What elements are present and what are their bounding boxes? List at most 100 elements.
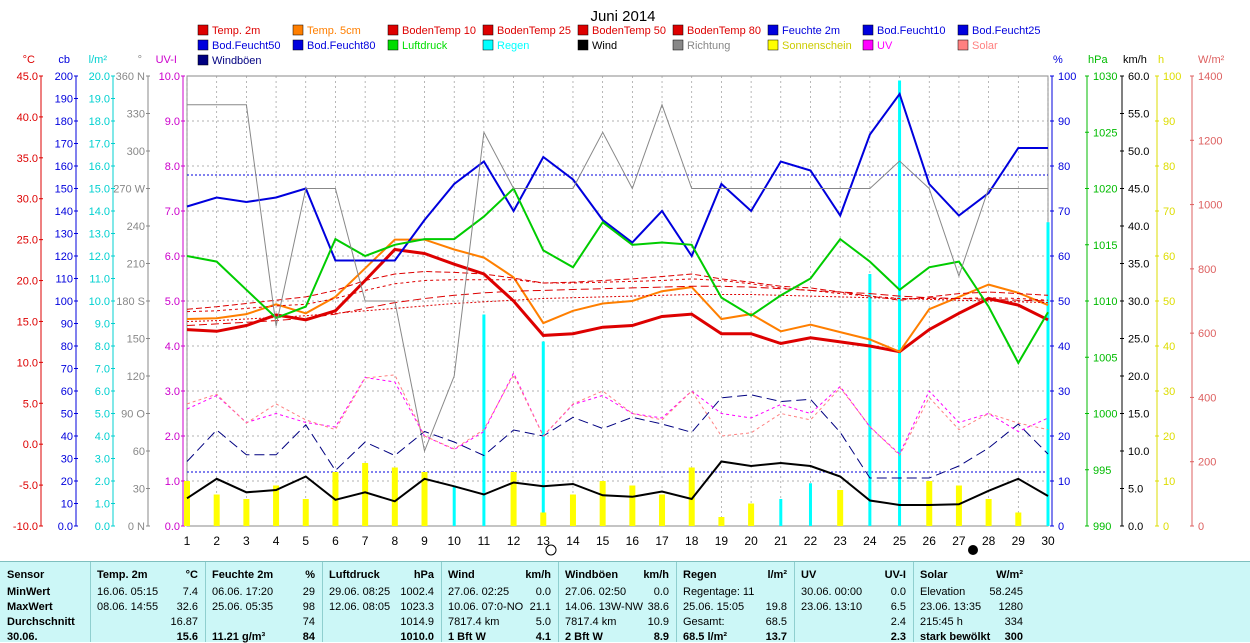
bar-sonnenschein bbox=[362, 463, 369, 526]
stats-header: Feuchte 2m bbox=[212, 569, 274, 581]
left-axis-tick-label: 45.0 bbox=[17, 71, 38, 83]
stats-column-press: Luftdruck hPa 29.06. 08:25 1002.4 12.06. 08:… bbox=[322, 562, 442, 643]
stats-unit: km/h bbox=[525, 569, 551, 581]
right-axis-tick-label: 20 bbox=[1058, 431, 1070, 443]
legend-label: BodenTemp 80 bbox=[687, 25, 761, 37]
bar-sonnenschein bbox=[510, 472, 517, 526]
x-tick-label: 17 bbox=[655, 534, 669, 548]
right-axis-tick-label: 15.0 bbox=[1128, 409, 1149, 421]
right-axis-tick-label: 40 bbox=[1163, 341, 1175, 353]
legend-label: BodenTemp 25 bbox=[497, 25, 571, 37]
left-axis-tick-label: 1.0 bbox=[165, 476, 180, 488]
grid bbox=[186, 76, 1049, 526]
left-axis-tick-label: 3.0 bbox=[165, 386, 180, 398]
x-tick-label: 29 bbox=[1012, 534, 1026, 548]
right-axis-tick-label: 1030 bbox=[1093, 71, 1117, 83]
x-tick-label: 23 bbox=[833, 534, 847, 548]
series-temp-5cm bbox=[186, 238, 1049, 353]
stats-cell-label: 06.06. 17:20 bbox=[212, 586, 274, 598]
right-axis-tick-label: 10 bbox=[1163, 476, 1175, 488]
left-axis-tick-label: 8.0 bbox=[165, 161, 180, 173]
stats-cell-value: 68.5 bbox=[765, 616, 787, 628]
stats-cell-value: 1014.9 bbox=[400, 616, 434, 628]
right-axis-tick-label: 100 bbox=[1058, 71, 1076, 83]
left-axis-tick-label: 360 N bbox=[116, 71, 145, 83]
legend-label: Regen bbox=[497, 40, 529, 52]
stats-cell-value: 1280 bbox=[998, 601, 1023, 613]
stats-cell-label: 30.06. 00:00 bbox=[801, 586, 863, 598]
stats-unit: l/m² bbox=[767, 569, 787, 581]
legend-swatch bbox=[767, 39, 779, 51]
right-axis-tick-label: 1015 bbox=[1093, 240, 1117, 252]
stats-cell-label: 25.06. 05:35 bbox=[212, 601, 274, 613]
stats-column-uv: UV UV-I 30.06. 00:00 0.0 23.06. 13:10 6.5 2.4 2… bbox=[794, 562, 914, 643]
left-axis-tick-label: 7.0 bbox=[165, 206, 180, 218]
stats-cell-value: 1023.3 bbox=[400, 601, 434, 613]
stats-cell-value: 32.6 bbox=[176, 601, 198, 613]
legend-label: Bod.Feucht50 bbox=[212, 40, 281, 52]
stats-cell-value: 98 bbox=[302, 601, 315, 613]
right-axis-tick-label: 1005 bbox=[1093, 352, 1117, 364]
left-axis-tick-label: 10.0 bbox=[159, 71, 180, 83]
left-axis-tick-label: 180 S bbox=[116, 296, 145, 308]
stats-unit: W/m² bbox=[996, 569, 1023, 581]
legend-label: BodenTemp 50 bbox=[592, 25, 666, 37]
bar-regen bbox=[779, 499, 783, 526]
stats-unit: °C bbox=[185, 569, 198, 581]
stats-cell-value: 29 bbox=[302, 586, 315, 598]
left-axis-tick-label: 3.0 bbox=[95, 454, 110, 466]
right-axis-tick-label: 30.0 bbox=[1128, 296, 1149, 308]
right-axis-tick-label: 25.0 bbox=[1128, 334, 1149, 346]
x-tick-label: 26 bbox=[923, 534, 937, 548]
legend-swatch bbox=[387, 39, 399, 51]
statistics-panel: Sensor MinWert MaxWert Durchschnitt 30.0… bbox=[0, 561, 1250, 643]
x-tick-label: 25 bbox=[893, 534, 907, 548]
x-tick-label: 5 bbox=[302, 534, 309, 548]
x-tick-label: 6 bbox=[332, 534, 339, 548]
stats-header: Regen bbox=[683, 569, 717, 581]
legend-label: Feuchte 2m bbox=[782, 25, 840, 37]
stats-cell-value: 8.9 bbox=[653, 631, 669, 643]
left-axis-tick-label: 10.0 bbox=[17, 357, 38, 369]
x-tick-label: 2 bbox=[213, 534, 220, 548]
left-axis-tick-label: 13.0 bbox=[89, 229, 110, 241]
x-tick-label: 20 bbox=[744, 534, 758, 548]
left-axis-tick-label: 1.0 bbox=[95, 499, 110, 511]
legend-swatch bbox=[292, 24, 304, 36]
bar-regen bbox=[808, 483, 812, 526]
stats-column-temp: Temp. 2m °C 16.06. 05:15 7.4 08.06. 14:55 32.… bbox=[90, 562, 206, 643]
x-tick-label: 24 bbox=[863, 534, 877, 548]
legend-swatch bbox=[577, 24, 589, 36]
stats-cell-label: 7817.4 km bbox=[565, 616, 617, 628]
legend-label: BodenTemp 10 bbox=[402, 25, 476, 37]
right-axis-tick-label: 0 bbox=[1058, 521, 1064, 533]
legend-label: Richtung bbox=[687, 40, 730, 52]
left-axis-unit: UV-I bbox=[156, 54, 177, 66]
stats-cell-label: 16.06. 05:15 bbox=[97, 586, 159, 598]
stats-row-label: 30.06. bbox=[7, 631, 38, 643]
bar-regen bbox=[541, 341, 545, 526]
right-axis-tick-label: 0.0 bbox=[1128, 521, 1143, 533]
bar-sonnenschein bbox=[659, 494, 666, 526]
moon-first-quarter-icon bbox=[545, 544, 557, 556]
left-axis-tick-label: 16.0 bbox=[89, 161, 110, 173]
left-axis-tick-label: 2.0 bbox=[95, 476, 110, 488]
stats-cell-value: 16.87 bbox=[170, 616, 198, 628]
stats-cell-label: 12.06. 08:05 bbox=[329, 601, 391, 613]
legend-label: Bod.Feucht10 bbox=[877, 25, 946, 37]
x-tick-label: 22 bbox=[804, 534, 818, 548]
legend-swatch bbox=[957, 39, 969, 51]
stats-cell-value: 0.0 bbox=[653, 586, 669, 598]
stats-cell-value: 4.1 bbox=[535, 631, 551, 643]
x-tick-label: 16 bbox=[626, 534, 640, 548]
right-axis-tick-label: 5.0 bbox=[1128, 484, 1143, 496]
stats-header: UV bbox=[801, 569, 817, 581]
x-tick-label: 10 bbox=[448, 534, 462, 548]
left-axis-tick-label: 6.0 bbox=[165, 251, 180, 263]
right-axis-tick-label: 800 bbox=[1198, 264, 1216, 276]
left-axis-tick-label: 17.0 bbox=[89, 139, 110, 151]
left-axis-tick-label: 40 bbox=[61, 431, 73, 443]
stats-cell-label: 08.06. 14:55 bbox=[97, 601, 159, 613]
left-axis-tick-label: 30.0 bbox=[17, 194, 38, 206]
stats-cell-label: 27.06. 02:50 bbox=[565, 586, 627, 598]
